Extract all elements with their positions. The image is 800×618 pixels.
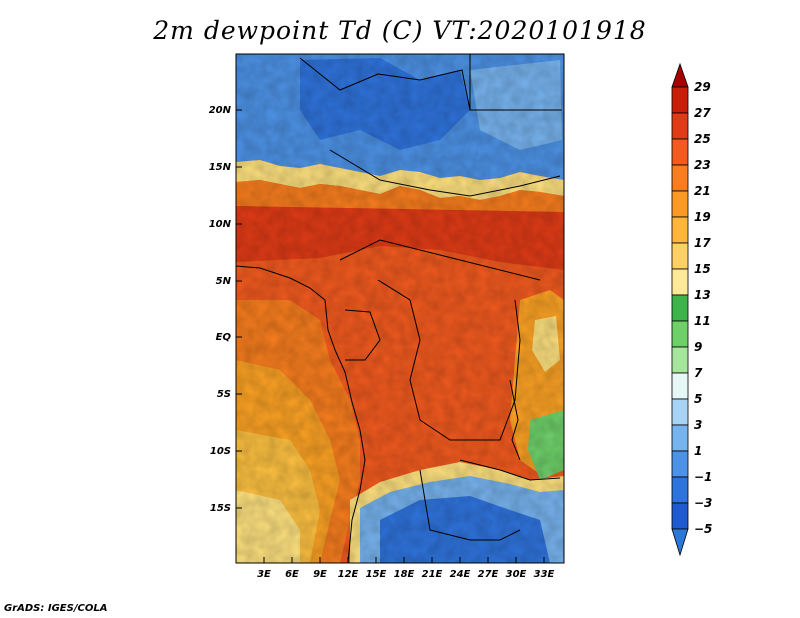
lon-tick-12e: 12E <box>338 557 359 580</box>
map-frame <box>235 53 565 564</box>
grads-credit: GrADS: IGES/COLA <box>4 603 108 614</box>
lon-tick-27e: 27E <box>478 557 499 580</box>
lon-tick-21e: 21E <box>422 557 443 580</box>
colorbar-label: 5 <box>694 392 702 406</box>
lat-tick-eq: EQ <box>216 332 242 343</box>
colorbar-swatch-m5-m3 <box>671 502 689 530</box>
coastline <box>236 265 366 563</box>
colorbar-swatch-m3-m1 <box>671 476 689 504</box>
colorbar-label: 17 <box>694 236 711 250</box>
svg-text:33E: 33E <box>534 569 555 580</box>
colorbar-top-arrow <box>671 62 689 88</box>
dewpoint-field <box>236 54 564 563</box>
colorbar-swatch-1-3 <box>671 424 689 452</box>
colorbar-swatch-9-11 <box>671 320 689 348</box>
svg-text:18E: 18E <box>394 569 415 580</box>
lat-tick-15s: 15S <box>210 503 242 514</box>
lon-tick-33e: 33E <box>534 557 555 580</box>
svg-text:10S: 10S <box>210 446 231 457</box>
svg-text:27E: 27E <box>478 569 499 580</box>
colorbar-label: 13 <box>694 288 711 302</box>
svg-text:21E: 21E <box>422 569 443 580</box>
svg-text:5S: 5S <box>217 389 231 400</box>
colorbar-swatch-27-29 <box>671 86 689 114</box>
colorbar <box>671 62 689 557</box>
colorbar-label: −1 <box>694 470 712 484</box>
colorbar-label: 27 <box>694 106 711 120</box>
svg-text:15E: 15E <box>366 569 387 580</box>
svg-text:15S: 15S <box>210 503 231 514</box>
svg-text:5N: 5N <box>216 276 232 287</box>
colorbar-swatch-7-9 <box>671 346 689 374</box>
svg-text:6E: 6E <box>285 569 299 580</box>
lon-tick-15e: 15E <box>366 557 387 580</box>
lat-tick-5n: 5N <box>216 276 242 287</box>
colorbar-label: −3 <box>694 496 712 510</box>
svg-text:EQ: EQ <box>216 332 232 343</box>
svg-text:24E: 24E <box>450 569 471 580</box>
colorbar-label: 15 <box>694 262 711 276</box>
colorbar-swatch-3-5 <box>671 398 689 426</box>
longitude-axis: 3E 6E 9E 12E 15E 18E 21E 24E 27E 30E 33E <box>257 557 555 580</box>
colorbar-label: 1 <box>694 444 702 458</box>
colorbar-label: −5 <box>694 522 712 536</box>
svg-text:15N: 15N <box>209 162 232 173</box>
svg-text:3E: 3E <box>257 569 271 580</box>
colorbar-swatch-21-23 <box>671 164 689 192</box>
lat-tick-15n: 15N <box>209 162 242 173</box>
lon-tick-18e: 18E <box>394 557 415 580</box>
colorbar-label: 19 <box>694 210 711 224</box>
colorbar-swatch-m1-1 <box>671 450 689 478</box>
map-title: 2m dewpoint Td (C) VT:2020101918 <box>153 16 647 45</box>
svg-text:12E: 12E <box>338 569 359 580</box>
colorbar-label: 25 <box>694 132 711 146</box>
colorbar-swatch-11-13 <box>671 294 689 322</box>
colorbar-labels: 29 27 25 23 21 19 17 15 13 11 9 7 5 3 1 … <box>694 80 712 536</box>
colorbar-label: 7 <box>694 366 703 380</box>
lon-tick-3e: 3E <box>257 557 271 580</box>
colorbar-bottom-arrow <box>671 528 689 557</box>
svg-text:10N: 10N <box>209 219 232 230</box>
colorbar-swatch-23-25 <box>671 138 689 166</box>
svg-text:30E: 30E <box>506 569 527 580</box>
lat-tick-10n: 10N <box>209 219 242 230</box>
colorbar-swatch-25-27 <box>671 112 689 140</box>
svg-text:9E: 9E <box>313 569 327 580</box>
colorbar-swatch-5-7 <box>671 372 689 400</box>
colorbar-label: 9 <box>694 340 702 354</box>
colorbar-swatch-19-21 <box>671 190 689 218</box>
lat-tick-5s: 5S <box>217 389 242 400</box>
colorbar-swatch-15-17 <box>671 242 689 270</box>
borders <box>236 54 562 563</box>
lon-tick-9e: 9E <box>313 557 327 580</box>
lat-tick-20n: 20N <box>209 105 242 116</box>
svg-text:20N: 20N <box>209 105 232 116</box>
lon-tick-24e: 24E <box>450 557 471 580</box>
colorbar-swatch-13-15 <box>671 268 689 296</box>
colorbar-label: 3 <box>694 418 702 432</box>
colorbar-label: 21 <box>694 184 711 198</box>
lat-tick-10s: 10S <box>210 446 242 457</box>
colorbar-label: 11 <box>694 314 711 328</box>
lon-tick-6e: 6E <box>285 557 299 580</box>
colorbar-label: 29 <box>694 80 711 94</box>
latitude-axis: 20N 15N 10N 5N EQ 5S 10S 15S <box>209 105 242 514</box>
colorbar-swatch-17-19 <box>671 216 689 244</box>
lon-tick-30e: 30E <box>506 557 527 580</box>
colorbar-label: 23 <box>694 158 711 172</box>
